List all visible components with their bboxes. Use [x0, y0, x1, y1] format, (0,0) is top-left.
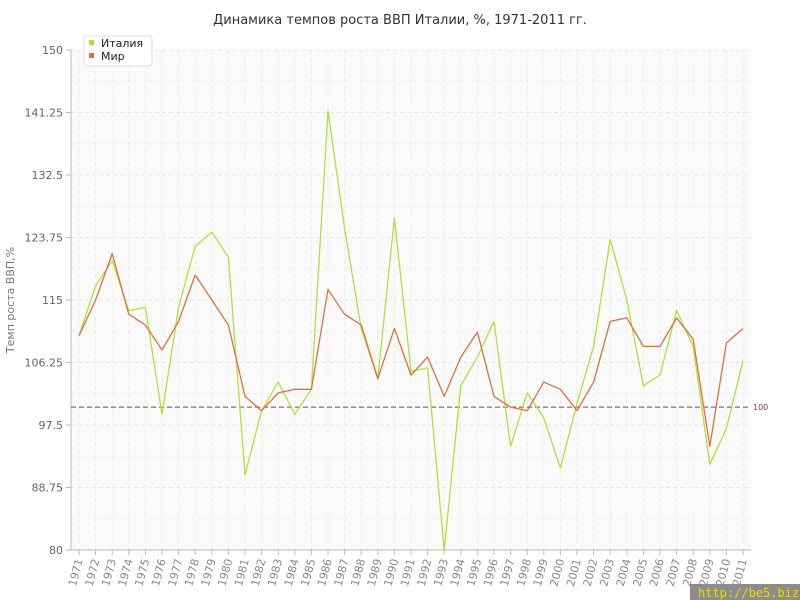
grid — [71, 49, 751, 550]
series-group — [78, 110, 744, 551]
watermark[interactable]: http://be5.biz/ — [690, 584, 800, 600]
x-axis-ticks: 1971197219731974197519761977197819791980… — [66, 550, 750, 588]
series-line-world — [78, 252, 744, 448]
reference-line-label: 100 — [753, 403, 768, 412]
y-axis-title: Темп роста ВВП,% — [4, 247, 17, 354]
legend-label-italy: Италия — [101, 37, 143, 50]
y-tick-label: 88.75 — [32, 482, 64, 495]
reference-line-group: 100 — [71, 403, 768, 412]
y-tick-label: 150 — [42, 44, 63, 57]
y-tick-label: 106.25 — [25, 357, 64, 370]
legend-label-world: Мир — [101, 50, 125, 63]
watermark-bg — [690, 584, 800, 600]
legend[interactable]: Италия Мир — [83, 35, 153, 67]
chart-title: Динамика темпов роста ВВП Италии, %, 197… — [213, 13, 587, 28]
legend-box — [83, 35, 153, 67]
y-tick-label: 132.5 — [32, 169, 64, 182]
x-tick-label: 2011 — [730, 557, 750, 587]
watermark-text[interactable]: http://be5.biz/ — [698, 586, 800, 600]
y-axis-ticks: 80 88.75 97.5 106.25 115 123.75 132.5 141.25 150 — [25, 44, 71, 557]
y-tick-label: 123.75 — [25, 232, 64, 245]
legend-marker-italy — [89, 40, 94, 45]
y-tick-label: 80 — [49, 544, 63, 557]
legend-marker-world — [89, 53, 94, 58]
y-tick-label: 115 — [42, 294, 63, 307]
y-tick-label: 97.5 — [39, 419, 64, 432]
y-tick-label: 141.25 — [25, 107, 64, 120]
